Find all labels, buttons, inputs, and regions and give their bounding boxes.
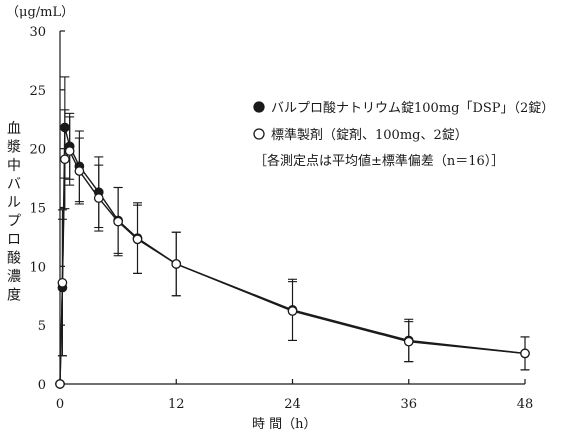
data-point-reference <box>74 166 85 176</box>
data-point-reference <box>287 306 298 316</box>
series-line <box>59 127 526 385</box>
data-point-reference <box>93 193 104 203</box>
series-line <box>59 149 526 385</box>
y-unit-label: （μg/mL） <box>6 5 74 20</box>
y-axis-title-char: 酸 <box>7 251 21 267</box>
legend-label-test: バルプロ酸ナトリウム錠100mg「DSP」（2錠） <box>271 101 554 116</box>
data-point-reference <box>64 146 75 156</box>
y-tick-label: 25 <box>29 84 46 99</box>
x-tick-label: 36 <box>400 397 417 412</box>
data-point-reference <box>132 234 143 245</box>
data-point-reference <box>520 348 530 359</box>
x-tick-label: 0 <box>56 397 64 412</box>
y-tick-label: 15 <box>29 202 46 217</box>
y-tick-label: 10 <box>29 260 46 275</box>
y-axis-title-char: 血 <box>7 121 21 137</box>
legend-label-reference: 標準製剤（錠剤、100mg、2錠） <box>271 127 468 143</box>
y-axis-title-char: 漿 <box>7 140 21 156</box>
x-tick-label: 12 <box>168 397 185 412</box>
data-point-reference <box>59 154 70 165</box>
y-axis-title-char: 度 <box>7 288 21 304</box>
y-tick-label: 5 <box>38 319 46 334</box>
x-axis-title: 時 間（h） <box>252 417 317 432</box>
y-tick-label: 20 <box>29 143 46 158</box>
x-tick-label: 24 <box>284 397 301 412</box>
legend: バルプロ酸ナトリウム錠100mg「DSP」（2錠） 標準製剤（錠剤、100mg、… <box>253 101 554 169</box>
legend-marker-open <box>253 128 265 140</box>
y-axis-title-char: ロ <box>7 232 21 248</box>
y-axis-title-char: プ <box>7 214 21 230</box>
data-point-reference <box>171 259 182 269</box>
data-point-reference <box>55 379 65 389</box>
data-point-reference <box>57 277 68 288</box>
y-axis-title-char: ル <box>7 195 21 211</box>
x-tick-label: 48 <box>517 397 534 412</box>
y-tick-label: 0 <box>38 378 46 393</box>
y-tick-label: 30 <box>29 25 46 40</box>
legend-marker-filled <box>253 101 265 113</box>
data-point-test <box>59 122 70 133</box>
y-axis-title-char: 中 <box>7 158 21 174</box>
data-point-reference <box>403 336 414 347</box>
axes: 0 5 10 15 20 25 30 0 12 24 36 48 <box>29 25 533 412</box>
y-axis-title-char: バ <box>7 177 21 193</box>
legend-note: ［各測定点は平均値±標準偏差（n＝16）］ <box>254 153 504 169</box>
chart-marks <box>55 76 530 389</box>
data-point-reference <box>113 216 123 227</box>
y-axis-title-char: 濃 <box>7 269 21 285</box>
